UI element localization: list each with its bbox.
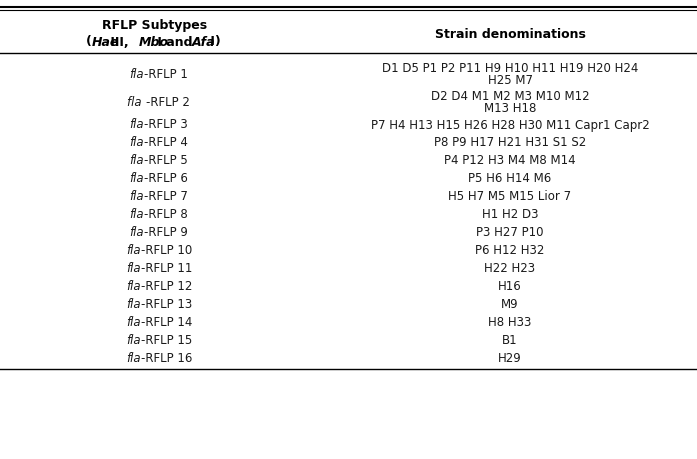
Text: -RFLP 1: -RFLP 1 — [144, 67, 187, 80]
Text: -RFLP 14: -RFLP 14 — [141, 316, 192, 329]
Text: Hae: Hae — [91, 35, 119, 48]
Text: -RFLP 9: -RFLP 9 — [144, 226, 187, 239]
Text: -RFLP 15: -RFLP 15 — [141, 334, 192, 347]
Text: fla: fla — [129, 118, 144, 131]
Text: Strain denominations: Strain denominations — [434, 28, 585, 40]
Text: P5 H6 H14 M6: P5 H6 H14 M6 — [468, 172, 551, 185]
Text: I): I) — [206, 35, 221, 48]
Text: -RFLP 3: -RFLP 3 — [144, 118, 187, 131]
Text: B1: B1 — [502, 334, 518, 347]
Text: fla: fla — [129, 136, 144, 149]
Text: -RFLP 7: -RFLP 7 — [144, 190, 187, 203]
Text: -RFLP 16: -RFLP 16 — [141, 352, 192, 365]
Text: fla: fla — [129, 154, 144, 167]
Text: H22 H23: H22 H23 — [484, 262, 535, 275]
Text: I and: I and — [153, 35, 197, 48]
Text: P7 H4 H13 H15 H26 H28 H30 M11 Capr1 Capr2: P7 H4 H13 H15 H26 H28 H30 M11 Capr1 Capr… — [371, 118, 650, 131]
Text: RFLP Subtypes: RFLP Subtypes — [102, 19, 208, 33]
Text: M13 H18: M13 H18 — [484, 101, 536, 114]
Text: -RFLP 4: -RFLP 4 — [144, 136, 187, 149]
Text: D2 D4 M1 M2 M3 M10 M12: D2 D4 M1 M2 M3 M10 M12 — [431, 90, 589, 103]
Text: fla: fla — [129, 67, 144, 80]
Text: -RFLP 12: -RFLP 12 — [141, 280, 192, 293]
Text: fla: fla — [129, 208, 144, 221]
Text: P8 P9 H17 H21 H31 S1 S2: P8 P9 H17 H21 H31 S1 S2 — [434, 136, 586, 149]
Text: P6 H12 H32: P6 H12 H32 — [475, 244, 544, 257]
Text: (: ( — [86, 35, 92, 48]
Text: H5 H7 M5 M15 Lior 7: H5 H7 M5 M15 Lior 7 — [448, 190, 572, 203]
Text: P3 H27 P10: P3 H27 P10 — [476, 226, 544, 239]
Text: H16: H16 — [498, 280, 522, 293]
Text: P4 P12 H3 M4 M8 M14: P4 P12 H3 M4 M8 M14 — [444, 154, 576, 167]
Text: fla: fla — [127, 352, 141, 365]
Text: fla: fla — [127, 262, 141, 275]
Text: -RFLP 8: -RFLP 8 — [144, 208, 187, 221]
Text: fla: fla — [127, 298, 141, 311]
Text: fla: fla — [127, 316, 141, 329]
Text: fla: fla — [129, 172, 144, 185]
Text: H1 H2 D3: H1 H2 D3 — [482, 208, 538, 221]
Text: H29: H29 — [498, 352, 522, 365]
Text: -RFLP 6: -RFLP 6 — [144, 172, 187, 185]
Text: -RFLP 5: -RFLP 5 — [144, 154, 187, 167]
Text: M9: M9 — [501, 298, 519, 311]
Text: Afa: Afa — [192, 35, 215, 48]
Text: H25 M7: H25 M7 — [487, 73, 533, 86]
Text: -RFLP 13: -RFLP 13 — [141, 298, 192, 311]
Text: -RFLP 11: -RFLP 11 — [141, 262, 192, 275]
Text: D1 D5 P1 P2 P11 H9 H10 H11 H19 H20 H24: D1 D5 P1 P2 P11 H9 H10 H11 H19 H20 H24 — [382, 62, 638, 75]
Text: fla: fla — [127, 244, 141, 257]
Text: fla: fla — [129, 226, 144, 239]
Text: -RFLP 10: -RFLP 10 — [141, 244, 192, 257]
Text: fla: fla — [127, 95, 145, 108]
Text: fla: fla — [127, 334, 141, 347]
Text: fla: fla — [127, 280, 141, 293]
Text: -RFLP 2: -RFLP 2 — [146, 95, 190, 108]
Text: H8 H33: H8 H33 — [489, 316, 532, 329]
Text: III,: III, — [106, 35, 133, 48]
Text: fla: fla — [129, 190, 144, 203]
Text: Mbo: Mbo — [139, 35, 169, 48]
